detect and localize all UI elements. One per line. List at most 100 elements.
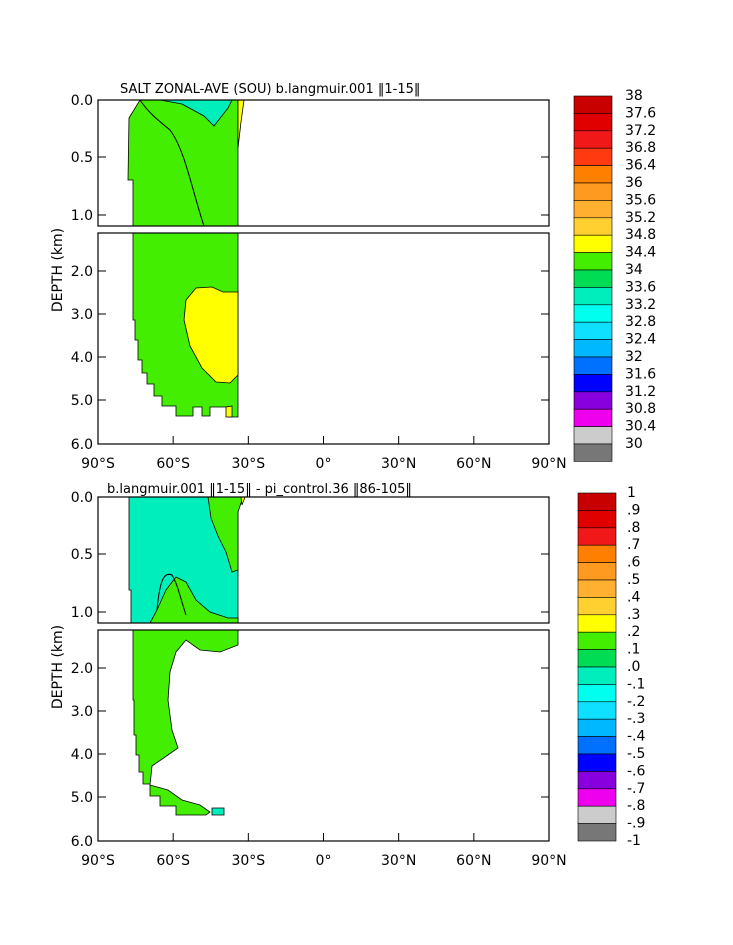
colorbar-swatch [573, 269, 613, 288]
colorbar-label: 31.6 [625, 366, 656, 382]
contour-region-high-salinity-core [183, 286, 239, 384]
colorbar-swatch [577, 736, 617, 755]
colorbar-label: 31.2 [625, 384, 656, 400]
y-tick-label: 5.0 [71, 790, 93, 806]
x-tick-label: 30°S [231, 456, 265, 472]
colorbar-label: -.4 [627, 729, 646, 745]
y-tick-label: 3.0 [71, 704, 93, 720]
colorbar-swatch [577, 788, 617, 807]
chart-title: SALT ZONAL-AVE (SOU) b.langmuir.001 ‖1-1… [120, 82, 420, 97]
colorbar-label: -.5 [627, 746, 645, 762]
colorbar-label: 37.2 [625, 123, 656, 139]
colorbar-swatch [573, 443, 613, 462]
colorbar-swatch [577, 527, 617, 546]
contour-region-main-water-mass-upper [127, 99, 239, 227]
colorbar-swatch [573, 217, 613, 236]
y-tick-label: 0.5 [71, 547, 93, 563]
colorbar-swatch [573, 113, 613, 132]
colorbar-swatch [577, 544, 617, 563]
x-tick-label: 30°N [381, 456, 416, 472]
colorbar-swatch [577, 579, 617, 598]
y-tick-label: 0.0 [71, 490, 93, 506]
colorbar-label: 34.4 [625, 245, 656, 261]
x-tick-label: 0° [316, 456, 332, 472]
contour-line [156, 573, 187, 616]
colorbar-label: -.7 [627, 781, 645, 797]
colorbar-label: 36.8 [625, 140, 656, 156]
colorbar-label: -.6 [627, 763, 646, 779]
colorbar-swatch [577, 684, 617, 703]
colorbar-swatch [577, 701, 617, 720]
contour-line [139, 99, 205, 227]
colorbar-swatch [573, 321, 613, 340]
colorbar-swatch [577, 597, 617, 616]
y-axis-label: DEPTH (km) [50, 625, 66, 709]
colorbar-label: -1 [627, 833, 641, 849]
upper-plot-frame [97, 496, 550, 624]
x-tick-label: 60°N [456, 456, 491, 472]
colorbar-swatch [573, 95, 613, 114]
colorbar-label: 32.8 [625, 314, 656, 330]
colorbar-label: .6 [627, 555, 640, 571]
colorbar-label: 36 [625, 175, 643, 191]
x-tick-label: 60°S [156, 456, 190, 472]
colorbar-label: .9 [627, 502, 640, 518]
colorbar-swatch [573, 426, 613, 445]
y-tick-label: 6.0 [71, 834, 93, 850]
colorbar-label: 33.2 [625, 297, 656, 313]
x-tick-label: 60°S [156, 853, 190, 869]
colorbar-label: 30 [625, 436, 643, 452]
colorbar-label: .7 [627, 537, 640, 553]
colorbar-label: 30.4 [625, 419, 656, 435]
colorbar-swatch [573, 391, 613, 410]
colorbar-swatch [577, 631, 617, 650]
y-tick-label: 2.0 [71, 661, 93, 677]
upper-plot-frame [97, 99, 550, 227]
colorbar-swatch [577, 805, 617, 824]
contour-region-positive-anomaly-band [149, 576, 239, 624]
colorbar-swatch [573, 130, 613, 149]
colorbar-swatch [573, 356, 613, 375]
colorbar-swatch [573, 374, 613, 393]
colorbar-label: 33.6 [625, 279, 656, 295]
colorbar-label: 34 [625, 262, 643, 278]
x-tick-label: 90°S [81, 456, 115, 472]
y-tick-label: 4.0 [71, 350, 93, 366]
colorbar-label: .8 [627, 520, 640, 536]
colorbar-swatch [573, 200, 613, 219]
colorbar-label: .1 [627, 642, 640, 658]
colorbar-swatch [577, 510, 617, 529]
colorbar-swatch [577, 666, 617, 685]
y-tick-label: 0.5 [71, 150, 93, 166]
colorbar-swatch [573, 234, 613, 253]
colorbar-label: 30.8 [625, 401, 656, 417]
colorbar-label: -.8 [627, 798, 645, 814]
colorbar-label: .4 [627, 589, 640, 605]
colorbar-swatch [573, 287, 613, 306]
colorbar-label: 36.4 [625, 158, 656, 174]
colorbar-swatch [577, 614, 617, 633]
x-tick-label: 30°S [231, 853, 265, 869]
y-tick-label: 2.0 [71, 264, 93, 280]
contour-region-deep-salty-speck [225, 405, 233, 418]
y-tick-label: 0.0 [71, 93, 93, 109]
y-tick-label: 3.0 [71, 307, 93, 323]
colorbar-swatch [577, 771, 617, 790]
colorbar-label: .0 [627, 659, 640, 675]
colorbar-swatch [577, 492, 617, 511]
colorbar-swatch [577, 823, 617, 842]
colorbar-swatch [573, 182, 613, 201]
colorbar-label: 32 [625, 349, 643, 365]
colorbar-swatch [577, 649, 617, 668]
colorbar-label: .3 [627, 607, 640, 623]
x-tick-label: 60°N [456, 853, 491, 869]
x-tick-label: 90°S [81, 853, 115, 869]
colorbar-label: .5 [627, 572, 640, 588]
colorbar-label: 37.6 [625, 105, 656, 121]
colorbar-label: -.9 [627, 816, 645, 832]
colorbar-swatch [577, 562, 617, 581]
colorbar-swatch [573, 339, 613, 358]
y-tick-label: 1.0 [71, 208, 93, 224]
x-tick-label: 0° [316, 853, 332, 869]
